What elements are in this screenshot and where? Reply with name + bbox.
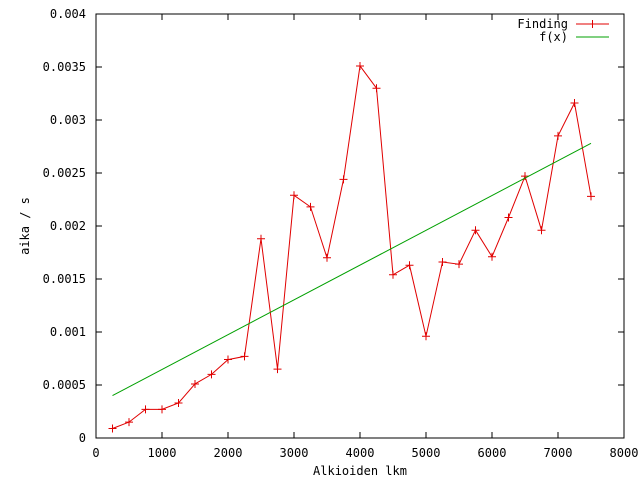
data-point (240, 352, 249, 361)
y-axis-label: aika / s (18, 197, 32, 255)
y-tick-label: 0.0005 (43, 378, 86, 392)
data-point (570, 99, 579, 108)
x-tick-label: 6000 (478, 446, 507, 460)
data-point (191, 379, 199, 388)
x-tick-label: 3000 (280, 446, 309, 460)
data-point (504, 213, 513, 222)
y-tick-label: 0.001 (50, 325, 86, 339)
x-tick-label: 5000 (412, 446, 441, 460)
legend-label: f(x) (539, 30, 568, 44)
y-tick-label: 0.002 (50, 219, 86, 233)
data-point (587, 192, 595, 201)
data-point (405, 261, 414, 270)
legend-marker (588, 20, 597, 28)
data-point (323, 253, 331, 262)
x-tick-label: 7000 (544, 446, 573, 460)
data-point (141, 405, 150, 414)
y-tick-label: 0.0035 (43, 60, 86, 74)
data-point (224, 355, 232, 364)
x-axis-label: Alkioiden lkm (313, 464, 407, 478)
plot-frame (95, 13, 625, 439)
x-tick-label: 0 (92, 446, 99, 460)
data-point (356, 61, 364, 70)
data-point (389, 270, 397, 279)
x-axis-ticks: 0 1000 2000 3000 4000 5000 6000 7000 8000 (92, 14, 638, 460)
x-tick-label: 4000 (346, 446, 375, 460)
data-point (537, 226, 546, 235)
series-line (112, 142, 592, 397)
x-tick-label: 1000 (148, 446, 177, 460)
y-tick-label: 0.003 (50, 113, 86, 127)
series-fx (112, 142, 592, 397)
y-axis-ticks: 0 0.0005 0.001 0.0015 0.002 0.0025 0.003 0.0035… (43, 7, 624, 445)
data-point (108, 424, 117, 433)
data-point (158, 405, 166, 414)
data-point (554, 131, 562, 140)
x-tick-label: 8000 (610, 446, 639, 460)
y-tick-label: 0.0015 (43, 272, 86, 286)
data-point (438, 258, 447, 267)
series-line (112, 64, 592, 429)
data-point (488, 252, 496, 261)
x-tick-label: 2000 (214, 446, 243, 460)
data-point (207, 370, 216, 379)
data-point (174, 399, 183, 408)
y-tick-label: 0.0025 (43, 166, 86, 180)
data-point (372, 84, 381, 93)
data-point (273, 365, 282, 374)
data-point (290, 191, 298, 200)
data-point (125, 418, 133, 427)
legend-label: Finding (517, 17, 568, 31)
y-tick-label: 0 (79, 431, 86, 445)
data-point (257, 234, 265, 243)
series-finding (108, 61, 595, 433)
data-point (306, 202, 315, 211)
data-point (455, 260, 463, 269)
data-point (422, 332, 430, 341)
data-point (339, 175, 348, 184)
y-tick-label: 0.004 (50, 7, 86, 21)
data-point (471, 226, 480, 235)
series-layer (108, 61, 595, 433)
